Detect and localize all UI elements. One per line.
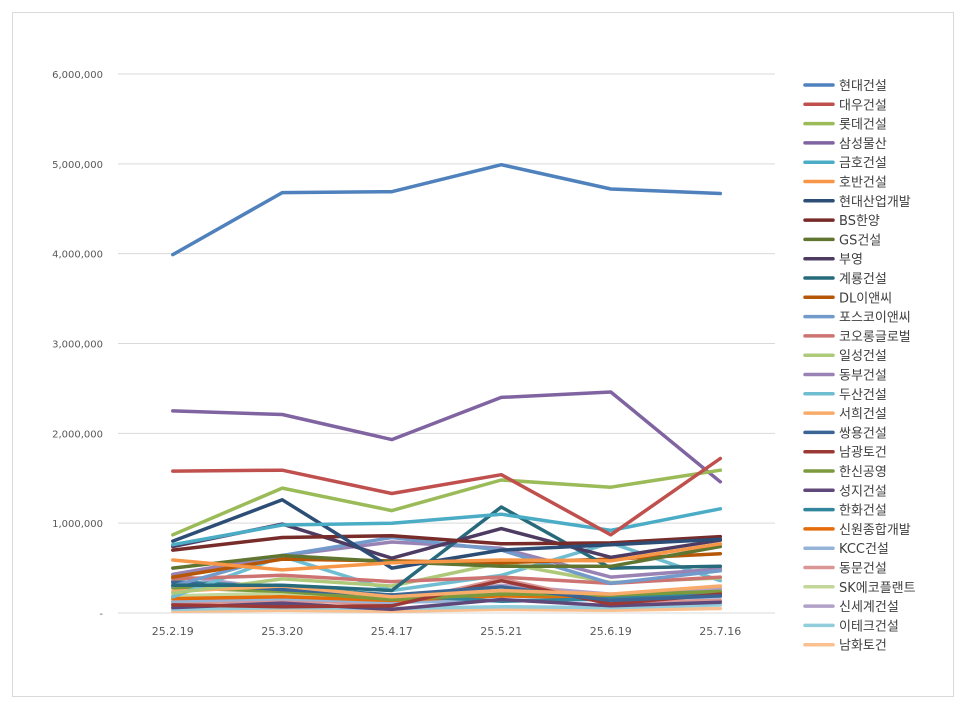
legend-item: 서희건설 — [803, 407, 887, 422]
legend-item: 성지건설 — [803, 484, 887, 499]
series-line — [171, 468, 723, 537]
legend-label: 삼성물산 — [839, 137, 887, 152]
series-lines — [171, 162, 723, 613]
legend-label: DL이앤씨 — [839, 291, 892, 306]
y-tick-label: 4,000,000 — [52, 250, 103, 261]
gridlines — [118, 73, 775, 614]
legend-label: 부영 — [839, 253, 863, 268]
legend-label: KCC건설 — [839, 542, 889, 557]
chart-frame: - 1,000,000 2,000,000 3,000,000 4,000,000 5,0… — [12, 12, 954, 697]
legend-label: 서희건설 — [839, 407, 887, 422]
legend-item: 롯데건설 — [803, 118, 887, 133]
y-tick-label: 5,000,000 — [52, 160, 103, 171]
series-line — [171, 533, 723, 552]
x-tick-label: 25.3.20 — [261, 625, 303, 638]
legend-item: 현대건설 — [803, 79, 887, 94]
legend-label: 성지건설 — [839, 484, 887, 499]
legend-item: 쌍용건설 — [803, 426, 887, 441]
legend-item: 계룡건설 — [803, 272, 887, 287]
legend-item: 코오롱글로벌 — [803, 330, 911, 345]
series-line — [171, 505, 723, 593]
legend-item: 금호건설 — [803, 156, 887, 171]
legend-label: 계룡건설 — [839, 272, 887, 287]
line-chart: - 1,000,000 2,000,000 3,000,000 4,000,000 5,0… — [52, 70, 916, 654]
legend-label: 동부건설 — [839, 369, 887, 384]
legend-label: 한신공영 — [839, 465, 887, 480]
legend-item: 동문건설 — [803, 562, 887, 577]
legend-item: 부영 — [803, 253, 863, 268]
legend-item: SK에코플랜트 — [803, 581, 916, 596]
legend-label: 대우건설 — [839, 98, 887, 113]
legend-item: 남화토건 — [803, 639, 887, 654]
legend-item: 호반건설 — [803, 176, 887, 191]
y-axis-ticks: - 1,000,000 2,000,000 3,000,000 4,000,000 5,0… — [52, 70, 103, 620]
legend-label: 현대건설 — [839, 79, 887, 94]
series-line — [171, 162, 723, 257]
legend-item: KCC건설 — [803, 542, 889, 557]
x-tick-label: 25.4.17 — [371, 625, 413, 638]
legend-item: BS한양 — [803, 214, 880, 229]
legend-item: 두산건설 — [803, 388, 887, 403]
legend-label: 일성건설 — [839, 349, 887, 364]
legend-label: 신원종합개발 — [839, 523, 911, 538]
y-tick-label: 1,000,000 — [52, 519, 103, 530]
legend-label: 남화토건 — [839, 639, 887, 654]
y-tick-label: - — [99, 609, 103, 620]
legend-label: 한화건설 — [839, 504, 887, 519]
series-line — [171, 544, 723, 570]
legend-item: 이테크건설 — [803, 619, 899, 634]
legend-item: 포스코이앤씨 — [803, 311, 911, 326]
legend-label: SK에코플랜트 — [839, 581, 916, 596]
legend-label: BS한양 — [839, 214, 880, 229]
legend-item: 현대산업개발 — [803, 195, 911, 210]
legend-item: 삼성물산 — [803, 137, 887, 152]
legend-label: 이테크건설 — [839, 619, 899, 634]
legend-item: 대우건설 — [803, 98, 887, 113]
legend-item: 한신공영 — [803, 465, 887, 480]
series-line — [171, 597, 723, 612]
series-line — [171, 456, 723, 537]
legend-label: 남광토건 — [839, 446, 887, 461]
legend-label: 동문건설 — [839, 562, 887, 577]
x-axis-ticks: 25.2.19 25.3.20 25.4.17 25.5.21 25.6.19 25.7.… — [152, 625, 742, 638]
x-tick-label: 25.5.21 — [480, 625, 522, 638]
legend-item: 동부건설 — [803, 369, 887, 384]
x-tick-label: 25.2.19 — [152, 625, 194, 638]
y-tick-label: 2,000,000 — [52, 429, 103, 440]
legend-label: GS건설 — [839, 233, 881, 248]
legend-item: DL이앤씨 — [803, 291, 892, 306]
series-line — [171, 498, 723, 570]
legend-item: 신원종합개발 — [803, 523, 911, 538]
legend-label: 금호건설 — [839, 156, 887, 171]
legend-label: 포스코이앤씨 — [839, 311, 911, 326]
x-tick-label: 25.7.16 — [699, 625, 741, 638]
legend-item: 남광토건 — [803, 446, 887, 461]
legend-item: 신세계건설 — [803, 600, 899, 615]
y-tick-label: 6,000,000 — [52, 70, 103, 81]
legend-label: 호반건설 — [839, 176, 887, 191]
x-tick-label: 25.6.19 — [590, 625, 632, 638]
legend-item: GS건설 — [803, 233, 881, 248]
y-tick-label: 3,000,000 — [52, 340, 103, 351]
series-line — [171, 390, 723, 484]
legend-label: 신세계건설 — [839, 600, 899, 615]
legend-label: 쌍용건설 — [839, 426, 887, 441]
legend-label: 현대산업개발 — [839, 195, 911, 210]
legend-item: 일성건설 — [803, 349, 887, 364]
legend-label: 두산건설 — [839, 388, 887, 403]
legend-label: 롯데건설 — [839, 118, 887, 133]
series-line — [171, 542, 723, 572]
legend-label: 코오롱글로벌 — [839, 330, 911, 345]
series-line — [171, 606, 723, 613]
legend-item: 한화건설 — [803, 504, 887, 519]
series-line — [171, 507, 723, 547]
